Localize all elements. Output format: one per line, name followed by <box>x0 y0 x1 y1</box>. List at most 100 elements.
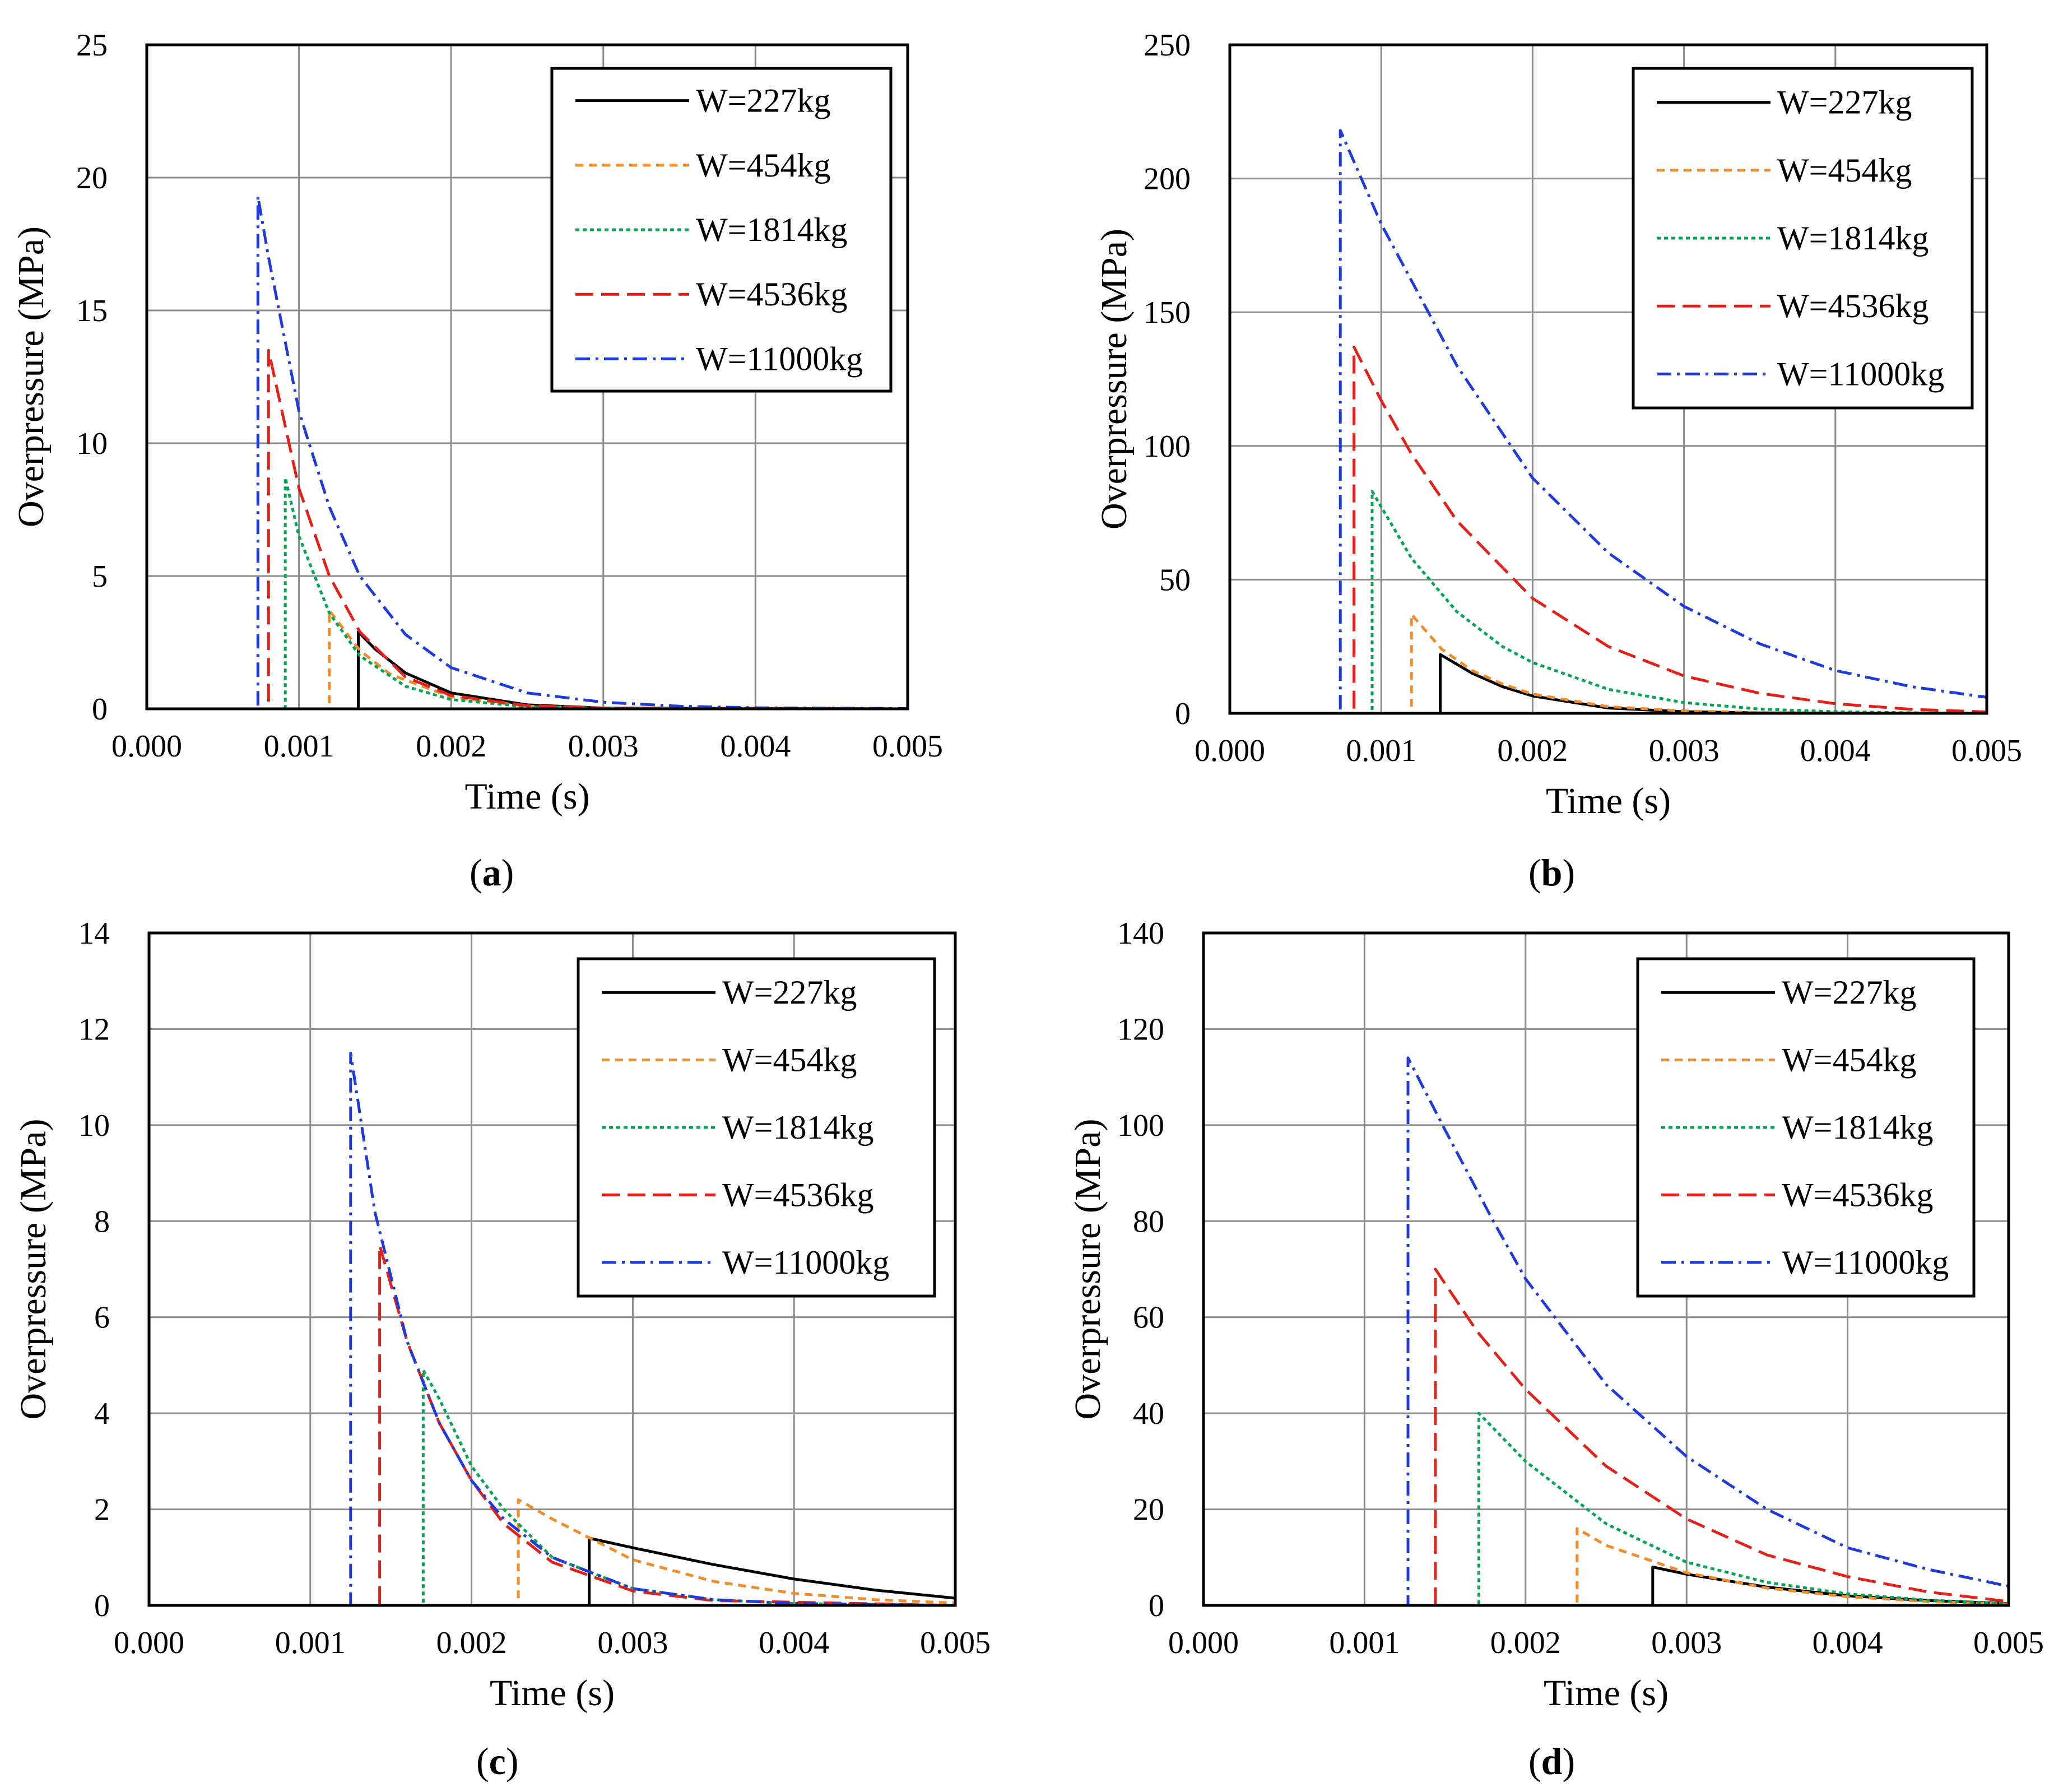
series-lines <box>1203 1056 2009 1607</box>
y-axis-title: Overpressure (MPa) <box>1094 229 1135 530</box>
x-tick-label: 0.004 <box>720 729 791 764</box>
y-tick-label: 120 <box>1117 1012 1164 1047</box>
x-axis-title: Time (s) <box>490 1673 615 1714</box>
x-tick-label: 0.004 <box>1813 1626 1883 1660</box>
series-line-w1814kg <box>149 1368 956 1607</box>
series-line-w454kg <box>147 609 908 711</box>
y-tick-label: 5 <box>92 559 108 594</box>
legend: W=227kg W=454kg W=1814kg W=4536kg W=11000kg <box>550 67 893 393</box>
x-axis-title: Time (s) <box>1546 781 1671 821</box>
legend-label: W=4536kg <box>722 1176 873 1213</box>
legend-label: W=1814kg <box>696 211 847 248</box>
series-line-w11000kg <box>1203 1056 2009 1607</box>
panel-caption-c: (c) <box>476 1740 519 1782</box>
x-tick-label: 0.003 <box>597 1626 668 1660</box>
legend-box <box>1636 957 1976 1298</box>
y-tick-label: 15 <box>76 294 108 328</box>
series-line-w227kg <box>147 630 908 711</box>
legend: W=227kg W=454kg W=1814kg W=4536kg W=11000kg <box>1636 957 1976 1298</box>
legend-label: W=227kg <box>696 82 830 119</box>
y-tick-label: 8 <box>94 1204 110 1239</box>
series-lines <box>149 1051 956 1607</box>
legend-label: W=11000kg <box>696 340 863 377</box>
y-axis-title: Overpressure (MPa) <box>11 226 52 527</box>
legend-label: W=454kg <box>722 1042 857 1079</box>
y-tick-label: 250 <box>1144 28 1191 63</box>
x-tick-label: 0.005 <box>1973 1626 2044 1660</box>
x-tick-label: 0.003 <box>1651 1626 1722 1660</box>
series-line-w4536kg <box>1203 1268 2009 1607</box>
x-tick-label: 0.005 <box>920 1626 991 1660</box>
legend-label: W=227kg <box>1777 84 1912 121</box>
y-tick-label: 20 <box>1133 1493 1164 1528</box>
tick-labels: 0.000 0.001 0.002 0.003 0.004 0.005 0 50 100 150 2… <box>1144 28 2022 768</box>
x-tick-label: 0.004 <box>759 1626 829 1660</box>
legend-box <box>577 957 936 1298</box>
x-tick-label: 0.002 <box>416 729 486 764</box>
series-lines <box>147 194 908 711</box>
plot-area-frame <box>1202 931 2010 1607</box>
legend: W=227kg W=454kg W=1814kg W=4536kg W=11000kg <box>1632 67 1974 410</box>
x-tick-label: 0.000 <box>111 729 182 764</box>
series-line-w4536kg <box>149 1243 956 1607</box>
x-tick-label: 0.001 <box>275 1626 346 1660</box>
y-tick-label: 4 <box>94 1396 110 1431</box>
y-tick-label: 14 <box>78 916 110 951</box>
y-tick-label: 60 <box>1133 1301 1164 1335</box>
y-tick-label: 0 <box>1149 1589 1164 1623</box>
chart-panel-c: 0.000 0.001 0.002 0.003 0.004 0.005 0 2 4 6 8 10 12 1… <box>0 896 1027 1792</box>
x-axis-title: Time (s) <box>464 776 589 817</box>
legend-label: W=4536kg <box>1777 287 1928 324</box>
line-chart-a: 0.000 0.001 0.002 0.003 0.004 0.005 0 5 10 15 20 25… <box>11 28 943 817</box>
legend: W=227kg W=454kg W=1814kg W=4536kg W=11000kg <box>577 957 936 1298</box>
y-tick-label: 100 <box>1144 429 1191 464</box>
x-tick-label: 0.005 <box>872 729 943 764</box>
x-tick-label: 0.004 <box>1800 733 1871 768</box>
x-tick-label: 0.001 <box>264 729 334 764</box>
x-axis-title: Time (s) <box>1544 1673 1669 1714</box>
line-chart-b: 0.000 0.001 0.002 0.003 0.004 0.005 0 50 100 150 2… <box>1094 28 2022 821</box>
legend-label: W=11000kg <box>1777 355 1944 392</box>
y-tick-label: 0 <box>92 692 108 727</box>
legend-label: W=227kg <box>1782 974 1916 1011</box>
legend-label: W=1814kg <box>1782 1109 1933 1146</box>
legend-label: W=454kg <box>696 147 830 184</box>
y-axis-title: Overpressure (MPa) <box>1067 1119 1108 1420</box>
chart-panel-d: 0.000 0.001 0.002 0.003 0.004 0.005 0 20 40 60 80 1… <box>1027 896 2054 1792</box>
series-line-w4536kg <box>1230 345 1987 715</box>
y-tick-label: 10 <box>78 1108 110 1143</box>
y-tick-label: 40 <box>1133 1396 1164 1431</box>
y-tick-label: 80 <box>1133 1204 1164 1239</box>
x-tick-label: 0.001 <box>1346 733 1416 768</box>
y-tick-label: 0 <box>1175 697 1191 731</box>
x-tick-label: 0.000 <box>1168 1626 1239 1660</box>
series-line-w11000kg <box>149 1051 956 1607</box>
tick-labels: 0.000 0.001 0.002 0.003 0.004 0.005 0 5 10 15 20 25 <box>76 28 943 764</box>
series-line-w454kg <box>1203 1527 2009 1607</box>
x-tick-label: 0.003 <box>1649 733 1720 768</box>
series-line-w227kg <box>1230 653 1987 715</box>
y-tick-label: 150 <box>1144 295 1191 330</box>
chart-panel-a: 0.000 0.001 0.002 0.003 0.004 0.005 0 5 10 15 20 25… <box>0 0 1027 896</box>
y-tick-label: 20 <box>76 161 108 196</box>
plot-area-frame <box>145 43 909 711</box>
legend-label: W=1814kg <box>722 1109 873 1146</box>
tick-labels: 0.000 0.001 0.002 0.003 0.004 0.005 0 20 40 60 80 1… <box>1117 916 2044 1660</box>
legend-label: W=11000kg <box>722 1244 889 1281</box>
y-tick-label: 140 <box>1117 916 1164 951</box>
y-tick-label: 2 <box>94 1493 110 1528</box>
legend-label: W=1814kg <box>1777 220 1928 257</box>
y-tick-label: 10 <box>76 426 108 461</box>
plot-area-frame <box>147 931 957 1607</box>
line-chart-d: 0.000 0.001 0.002 0.003 0.004 0.005 0 20 40 60 80 1… <box>1067 916 2044 1714</box>
panel-caption-b: (b) <box>1528 851 1576 894</box>
series-line-w1814kg <box>147 476 908 711</box>
series-line-w454kg <box>1230 612 1987 715</box>
chart-panel-b: 0.000 0.001 0.002 0.003 0.004 0.005 0 50 100 150 2… <box>1027 0 2054 896</box>
y-axis-title: Overpressure (MPa) <box>13 1119 54 1420</box>
line-chart-c: 0.000 0.001 0.002 0.003 0.004 0.005 0 2 4 6 8 10 12 1… <box>13 916 991 1714</box>
series-line-w227kg <box>149 1536 956 1607</box>
y-tick-label: 100 <box>1117 1108 1164 1143</box>
legend-label: W=4536kg <box>696 276 847 313</box>
panel-caption-d: (d) <box>1528 1740 1576 1782</box>
